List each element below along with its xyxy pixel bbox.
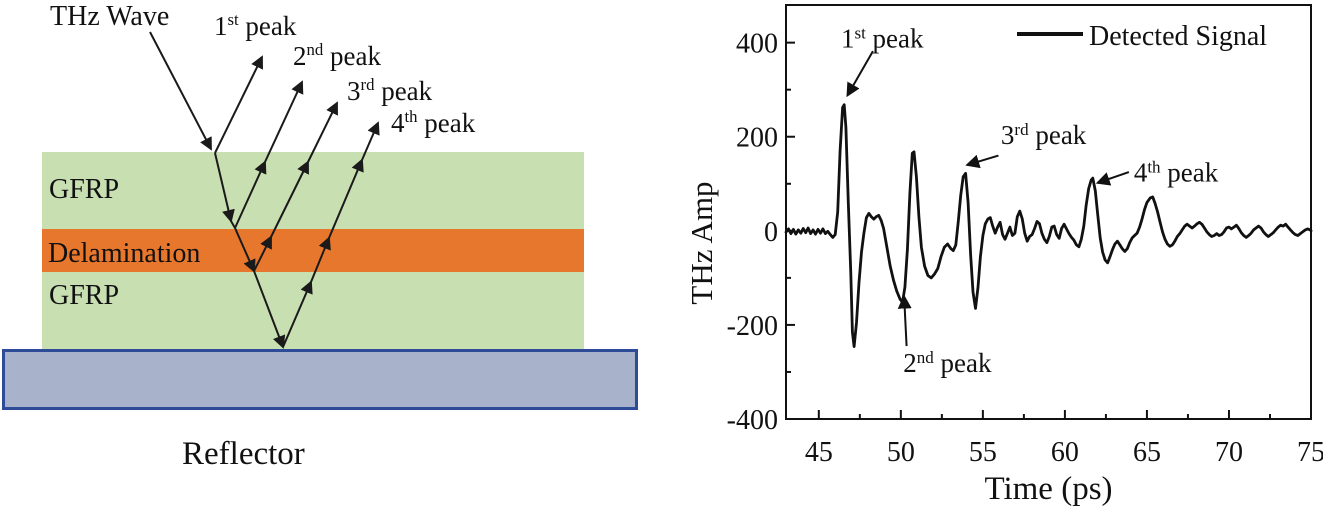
diagram-peak-label-4: 4th peak [391,107,476,138]
ray-descent-1a [214,152,235,223]
annotation-label-peak2: 2nd peak [903,348,992,378]
diagram-peak-label-1: 1st peak [214,10,297,41]
wave-ray-arrows [149,31,380,349]
gfrp-bottom-layer [42,272,584,349]
peak1-sup: st [227,10,239,29]
y-axis-title: THz Amp [684,181,719,304]
annotation-arrow-peak3 [965,154,999,169]
ray-ascent-3c [307,101,338,163]
peak3-word: peak [374,76,433,106]
peak2-sup: nd [306,40,324,59]
annotation-arrow-peak4 [1095,171,1130,186]
ray-ascent-1 [214,55,263,154]
thz-wave-label: THz Wave [50,1,170,32]
annotation-label-peak1: 1st peak [841,23,924,53]
peak4-word: peak [417,108,476,138]
peak2-word: peak [323,41,381,71]
delamination-layer [42,229,584,272]
gfrp-top-label: GFRP [49,174,120,205]
ray-ascent-4a [282,280,313,348]
y-tick-label: 400 [736,29,778,60]
ray-descent-1b [230,220,236,229]
incident-ray [149,31,212,151]
ray-ascent-2b [264,80,304,163]
x-tick-label: 50 [887,437,915,468]
detected-signal-line [784,103,1313,349]
y-tick-label: 200 [736,123,778,154]
x-tick-label: 75 [1297,437,1323,468]
reflector-bar [2,349,638,410]
gfrp-bottom-label: GFRP [49,280,120,311]
ray-descent-2 [234,227,256,273]
ray-descent-3 [253,270,286,349]
x-tick-label: 60 [1051,437,1079,468]
delamination-diagram: THz Wave 1st peak 2nd peak 3rd peak 4th … [0,0,660,509]
legend-label: Detected Signal [1089,21,1267,52]
peak3-sup: rd [360,75,375,94]
y-tick-label: -400 [727,405,778,436]
ray-ascent-3b [270,160,309,238]
reflector-label: Reflector [182,436,305,472]
diagram-peak-label-2: 2nd peak [293,40,381,71]
peak4-sup: th [404,107,418,126]
ray-ascent-4b [310,236,331,283]
diagram-peak-label-3: 3rd peak [347,75,433,106]
peak3-num: 3 [347,76,361,106]
delamination-label: Delamination [48,238,201,269]
plot-frame [785,4,1312,420]
ray-ascent-4c [328,158,364,239]
y-tick-label: 0 [764,217,778,248]
annotation-label-peak3: 3rd peak [1001,120,1087,150]
x-tick-label: 70 [1215,437,1243,468]
annotation-arrow-peak2 [897,294,912,347]
x-tick-label: 45 [805,437,833,468]
ray-ascent-4d [361,121,380,161]
annotation-arrow-peak1 [846,50,874,98]
x-tick-label: 55 [969,437,997,468]
peak1-num: 1 [214,11,228,41]
annotation-label-peak4: 4th peak [1134,157,1219,187]
ray-ascent-3a [253,235,272,272]
peak1-word: peak [238,11,297,41]
peak4-num: 4 [391,108,405,138]
y-tick-label: -200 [727,311,778,342]
x-tick-label: 65 [1133,437,1161,468]
ray-ascent-2a [234,160,267,229]
gfrp-top-layer [42,152,584,229]
peak2-num: 2 [293,41,307,71]
x-axis-title: Time (ps) [984,471,1112,507]
